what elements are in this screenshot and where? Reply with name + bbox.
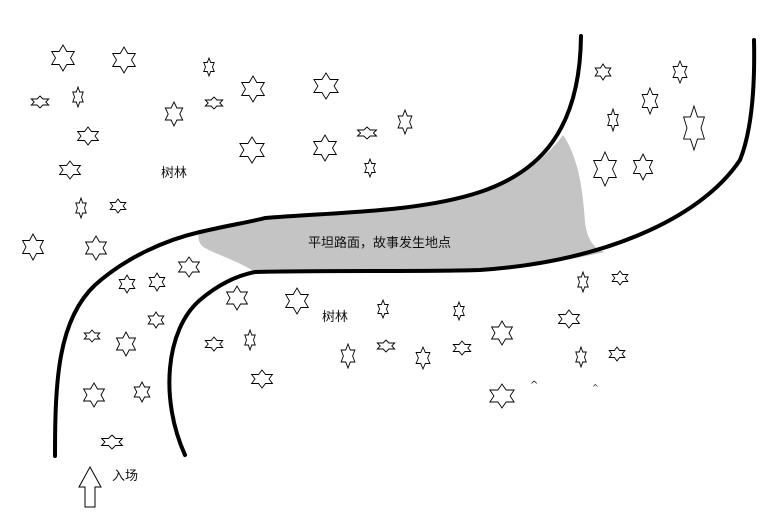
entrance-label: 入场 — [112, 469, 138, 484]
road-edge-lower — [167, 38, 757, 457]
road-edge-upper — [198, 34, 583, 234]
star-tree-icon — [575, 345, 587, 369]
star-tree-icon — [364, 157, 376, 179]
star-tree-icon — [164, 100, 184, 128]
star-tree-icon — [82, 382, 106, 408]
star-tree-icon — [115, 331, 137, 357]
star-tree-icon — [100, 434, 124, 450]
star-tree-icon — [632, 152, 654, 182]
paved-area-fill — [198, 135, 605, 272]
star-tree-icon — [594, 63, 612, 81]
star-tree-icon — [21, 233, 45, 261]
star-tree-icon — [682, 104, 706, 152]
star-tree-icon — [83, 329, 101, 343]
star-tree-icon — [672, 59, 688, 85]
star-tree-icon — [203, 56, 215, 78]
star-tree-icon — [340, 342, 356, 370]
star-tree-icon — [75, 196, 87, 220]
star-tree-icon — [313, 72, 339, 100]
star-tree-icon — [452, 340, 472, 356]
star-tree-icon — [50, 44, 76, 72]
star-tree-icon — [397, 108, 413, 136]
star-tree-icon — [177, 256, 201, 278]
star-tree-icon — [76, 126, 100, 146]
star-tree-icon — [284, 287, 310, 315]
star-tree-icon — [490, 320, 514, 346]
forest-label-top: 树林 — [161, 166, 187, 181]
star-tree-icon — [133, 381, 151, 403]
star-tree-icon — [118, 274, 136, 294]
star-tree-icon — [148, 272, 166, 292]
paved-area-label: 平坦路面，故事发生地点 — [308, 235, 451, 251]
star-tree-icon — [204, 96, 224, 110]
star-tree-icon — [147, 311, 165, 329]
star-tree-icon — [611, 270, 629, 286]
star-tree-icon — [239, 136, 265, 164]
star-tree-icon — [489, 383, 515, 409]
star-tree-icon — [607, 107, 619, 133]
star-tree-icon — [72, 85, 84, 109]
star-tree-icon — [204, 336, 224, 352]
star-tree-icon — [593, 150, 617, 188]
road-edge-upper-left — [53, 230, 202, 458]
small-mark: ^ — [530, 380, 538, 391]
star-tree-icon — [577, 270, 589, 294]
star-tree-icon — [58, 160, 82, 180]
star-tree-icon — [453, 300, 465, 322]
star-tree-icon — [30, 95, 50, 109]
star-tree-icon — [641, 86, 659, 116]
star-tree-icon — [377, 298, 389, 320]
star-tree-icon — [240, 75, 266, 103]
forest-label-bottom: 树林 — [322, 310, 348, 325]
star-tree-icon — [608, 346, 626, 362]
small-mark: ^ — [592, 383, 599, 392]
star-tree-icon — [244, 328, 256, 352]
star-tree-icon — [356, 126, 378, 140]
star-tree-icon — [109, 198, 127, 214]
star-tree-icon — [312, 134, 338, 162]
star-tree-icon — [415, 345, 431, 371]
star-tree-icon — [225, 285, 249, 311]
star-tree-icon — [557, 309, 581, 329]
star-tree-icon — [111, 46, 137, 74]
star-tree-icon — [376, 339, 396, 353]
up-arrow-icon — [78, 465, 102, 508]
tree-group — [21, 44, 706, 450]
star-tree-icon — [84, 235, 108, 261]
star-tree-icon — [250, 369, 274, 389]
